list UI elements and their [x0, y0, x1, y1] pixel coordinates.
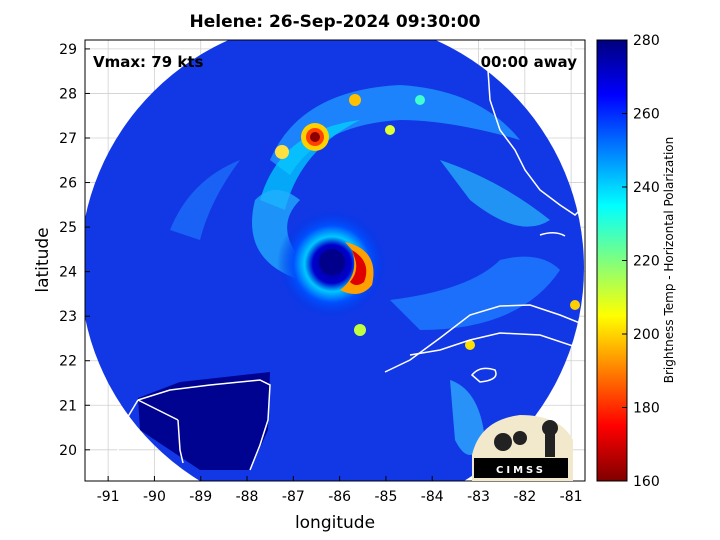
y-tick-label: 22	[59, 354, 77, 370]
colorbar-tick-label: 280	[633, 33, 660, 49]
y-tick-label: 21	[59, 398, 77, 414]
colorbar-tick-label: 160	[633, 474, 660, 490]
x-tick-label: -86	[328, 489, 351, 505]
colorbar-ticks: 160 180 200 220 240 260 280	[622, 33, 660, 490]
y-tick-label: 29	[59, 42, 77, 58]
y-tick-label: 20	[59, 443, 77, 459]
x-axis-ticks: -91 -90 -89 -88 -87 -86 -85 -84 -83 -82 -81	[97, 476, 583, 505]
y-tick-label: 23	[59, 309, 77, 325]
page-title: Helene: 26-Sep-2024 09:30:00	[189, 12, 481, 32]
x-tick-label: -91	[97, 489, 120, 505]
time-away-label: 00:00 away	[481, 53, 578, 71]
x-tick-label: -82	[513, 489, 536, 505]
x-tick-label: -88	[236, 489, 259, 505]
vmax-label: Vmax: 79 kts	[93, 53, 203, 71]
x-axis-label: longitude	[295, 513, 375, 533]
colorbar-tick-label: 240	[633, 180, 660, 196]
x-tick-label: -84	[421, 489, 444, 505]
colorbar-tick-label: 220	[633, 254, 660, 270]
y-tick-label: 24	[59, 265, 77, 281]
colorbar-label: Brightness Temp - Horizontal Polarizatio…	[662, 137, 676, 384]
y-tick-label: 28	[59, 86, 77, 102]
y-axis-ticks: 20 21 22 23 24 25 26 27 28 29	[59, 42, 90, 459]
plot-frame	[84, 39, 586, 482]
colorbar-tick-label: 180	[633, 401, 660, 417]
coastlines	[114, 40, 585, 481]
x-tick-label: -83	[467, 489, 490, 505]
colorbar-tick-label: 200	[633, 327, 660, 343]
x-tick-label: -90	[143, 489, 166, 505]
cimss-logo: CIMSS	[472, 415, 573, 481]
y-tick-label: 25	[59, 220, 77, 236]
microwave-swath	[85, 40, 584, 481]
y-axis-label: latitude	[33, 227, 53, 292]
x-tick-label: -85	[374, 489, 397, 505]
y-tick-label: 26	[59, 176, 77, 192]
cimss-logo-text: CIMSS	[496, 465, 546, 476]
y-tick-label: 27	[59, 131, 77, 147]
x-tick-label: -81	[560, 489, 583, 505]
colorbar-tick-label: 260	[633, 107, 660, 123]
x-tick-label: -89	[189, 489, 212, 505]
x-tick-label: -87	[282, 489, 305, 505]
